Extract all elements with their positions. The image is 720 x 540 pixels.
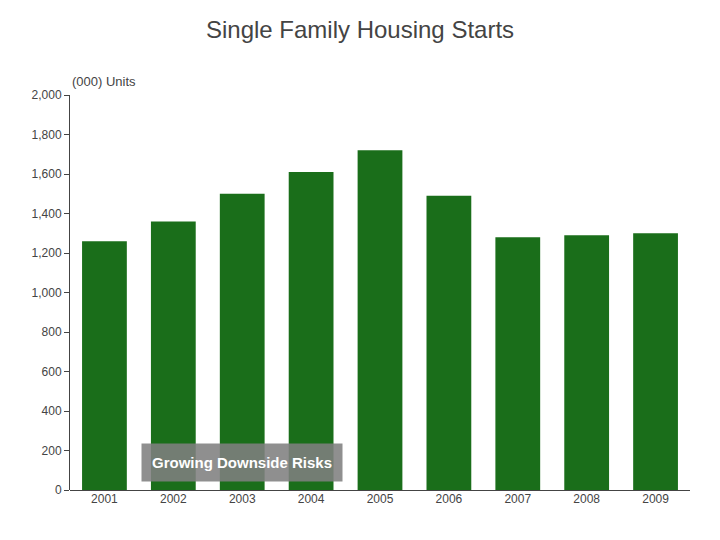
svg-text:600: 600: [42, 365, 62, 379]
svg-text:2003: 2003: [229, 492, 256, 506]
svg-text:Single Family Housing Starts: Single Family Housing Starts: [206, 16, 514, 43]
svg-text:2002: 2002: [160, 492, 187, 506]
svg-text:Growing Downside Risks: Growing Downside Risks: [152, 454, 332, 471]
svg-text:2006: 2006: [436, 492, 463, 506]
svg-text:1,200: 1,200: [32, 246, 62, 260]
svg-text:200: 200: [42, 444, 62, 458]
svg-text:1,600: 1,600: [32, 167, 62, 181]
svg-text:2005: 2005: [367, 492, 394, 506]
svg-text:1,000: 1,000: [32, 286, 62, 300]
svg-text:0: 0: [55, 483, 62, 497]
svg-text:2007: 2007: [504, 492, 531, 506]
svg-text:2001: 2001: [91, 492, 118, 506]
svg-text:2009: 2009: [642, 492, 669, 506]
svg-text:400: 400: [42, 404, 62, 418]
svg-text:1,800: 1,800: [32, 128, 62, 142]
svg-text:2004: 2004: [298, 492, 325, 506]
svg-text:2,000: 2,000: [32, 88, 62, 102]
svg-text:2008: 2008: [573, 492, 600, 506]
svg-text:800: 800: [42, 325, 62, 339]
svg-text:(000) Units: (000) Units: [72, 74, 136, 89]
svg-text:1,400: 1,400: [32, 207, 62, 221]
